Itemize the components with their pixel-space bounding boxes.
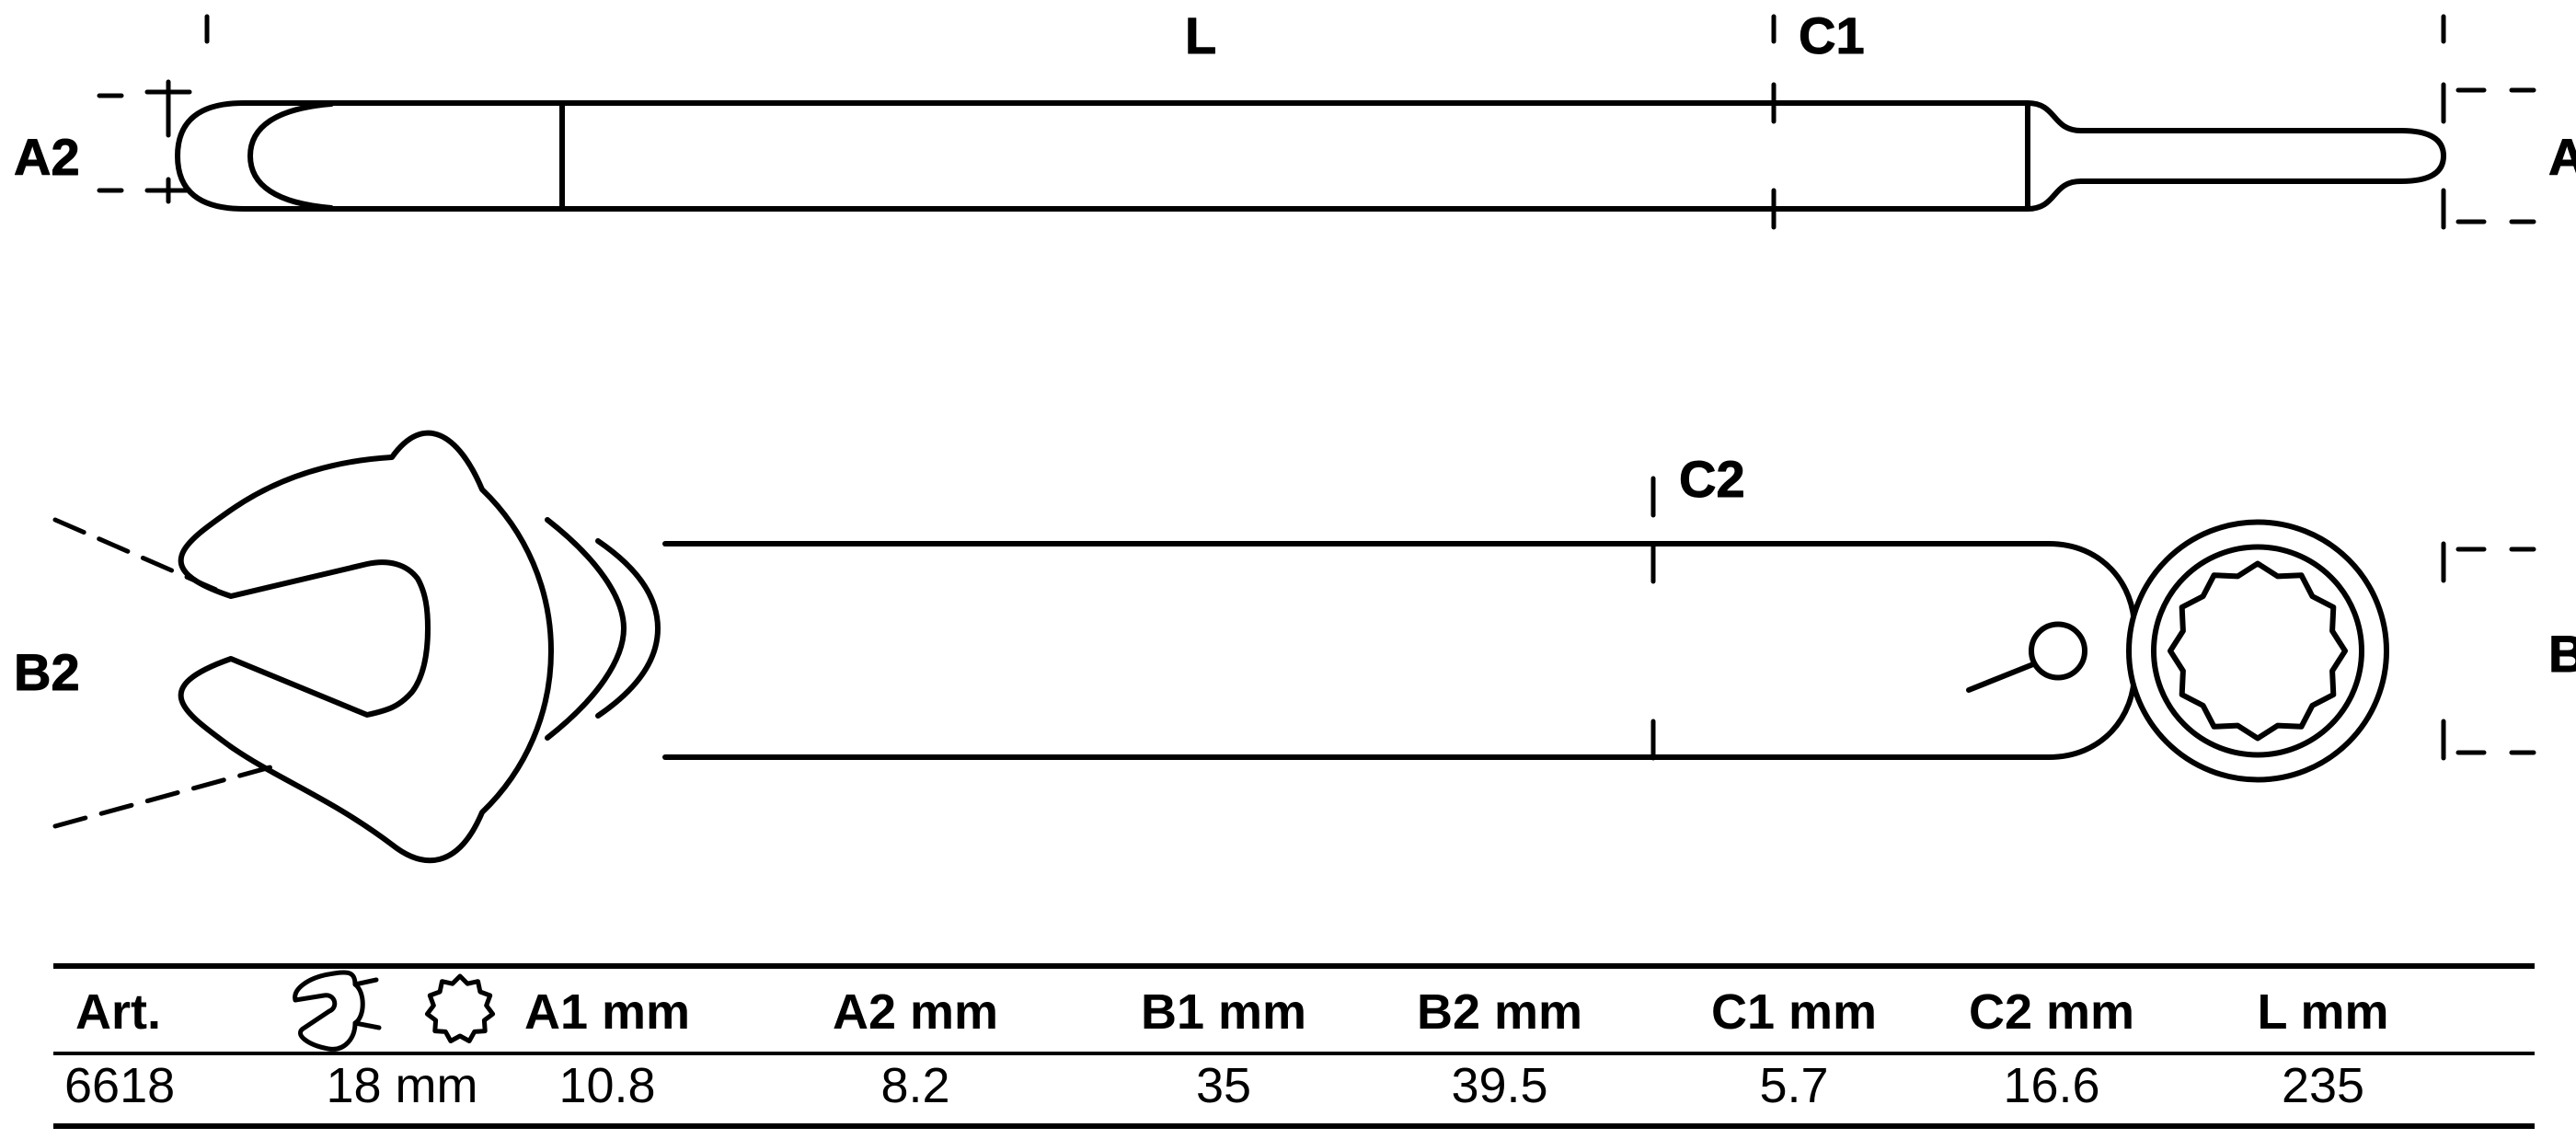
svg-text:Art.: Art.: [75, 984, 161, 1040]
svg-text:C1: C1: [1799, 6, 1865, 64]
svg-text:A2 mm: A2 mm: [833, 984, 998, 1040]
svg-text:C2 mm: C2 mm: [1969, 984, 2134, 1040]
svg-text:C1 mm: C1 mm: [1711, 984, 1877, 1040]
svg-text:6618: 6618: [64, 1058, 175, 1113]
svg-text:39.5: 39.5: [1451, 1058, 1547, 1113]
svg-text:B1: B1: [2548, 625, 2576, 683]
svg-text:10.8: 10.8: [558, 1058, 655, 1113]
svg-text:L: L: [1185, 6, 1216, 64]
svg-text:A2: A2: [14, 128, 80, 186]
svg-text:5.7: 5.7: [1759, 1058, 1828, 1113]
svg-text:8.2: 8.2: [880, 1058, 949, 1113]
svg-text:B2 mm: B2 mm: [1417, 984, 1582, 1040]
svg-text:16.6: 16.6: [2003, 1058, 2099, 1113]
svg-text:B2: B2: [14, 643, 80, 701]
svg-text:A1 mm: A1 mm: [524, 984, 690, 1040]
svg-text:A1: A1: [2548, 128, 2576, 186]
svg-text:C2: C2: [1679, 450, 1745, 508]
svg-text:235: 235: [2282, 1058, 2364, 1113]
svg-text:18 mm: 18 mm: [326, 1058, 477, 1113]
svg-text:L mm: L mm: [2257, 984, 2388, 1040]
svg-text:35: 35: [1196, 1058, 1251, 1113]
svg-text:B1 mm: B1 mm: [1141, 984, 1306, 1040]
